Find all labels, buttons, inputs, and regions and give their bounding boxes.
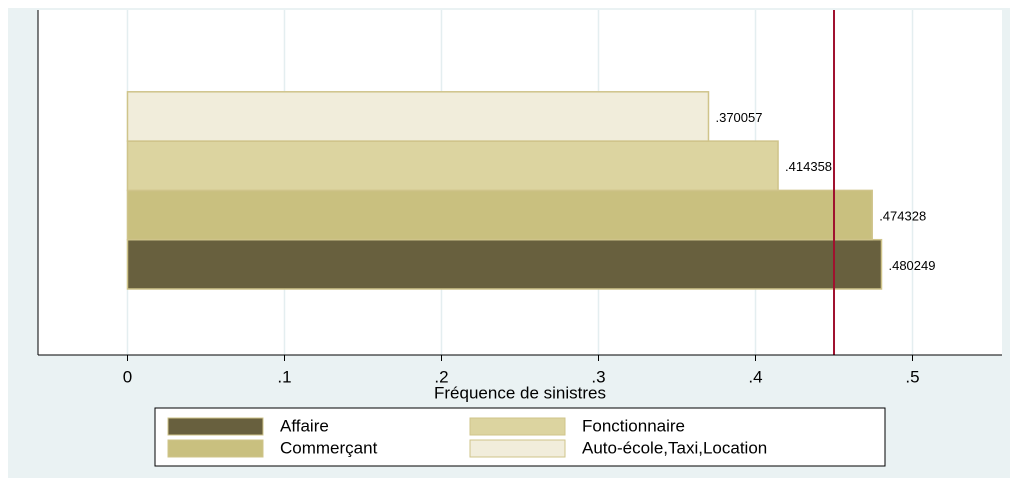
legend-label: Fonctionnaire <box>582 416 685 435</box>
x-tick-label: 0 <box>123 367 132 386</box>
x-tick-label: .2 <box>434 367 448 386</box>
bar <box>126 238 883 290</box>
legend-label: Auto-école,Taxi,Location <box>582 438 767 457</box>
value-label: .474328 <box>879 208 926 223</box>
bar <box>126 91 710 142</box>
legend-swatch <box>469 417 566 436</box>
legend-swatch <box>469 439 566 458</box>
bar <box>126 189 873 241</box>
legend-swatch <box>167 439 264 458</box>
value-label: .414358 <box>785 159 832 174</box>
x-axis-title: Fréquence de sinistres <box>434 383 606 402</box>
x-tick-label: .1 <box>277 367 291 386</box>
value-label: .370057 <box>715 110 762 125</box>
legend-label: Affaire <box>280 416 329 435</box>
value-label: .480249 <box>888 258 935 273</box>
bar <box>126 140 779 192</box>
legend-label: Commerçant <box>280 438 378 457</box>
x-tick-label: .4 <box>748 367 762 386</box>
x-tick-label: .5 <box>905 367 919 386</box>
legend-swatch <box>167 417 264 436</box>
x-tick-label: .3 <box>591 367 605 386</box>
